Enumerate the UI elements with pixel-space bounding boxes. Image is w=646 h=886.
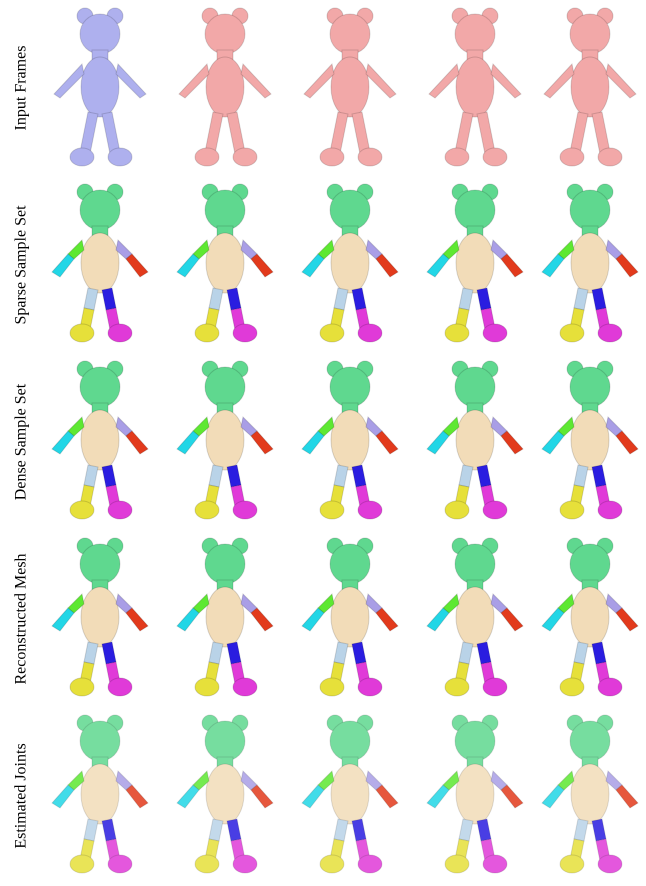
render (179, 8, 271, 166)
row-label: Input Frames (13, 46, 30, 131)
render (54, 8, 146, 166)
render (542, 361, 638, 519)
render (177, 538, 273, 696)
render (304, 8, 396, 166)
render (52, 361, 148, 519)
render (302, 715, 398, 873)
render (542, 538, 638, 696)
render (302, 361, 398, 519)
render (52, 715, 148, 873)
render (177, 184, 273, 342)
render (177, 715, 273, 873)
figure: Input Frames Sparse Sample Set Dense Sam… (0, 0, 646, 886)
row-sparse: Sparse Sample Set (13, 184, 638, 342)
render (52, 538, 148, 696)
row-dense: Dense Sample Set (13, 361, 638, 519)
render (177, 361, 273, 519)
render (542, 715, 638, 873)
row-label: Dense Sample Set (13, 383, 30, 500)
render (427, 184, 523, 342)
page: Input Frames Sparse Sample Set Dense Sam… (0, 0, 646, 886)
render (429, 8, 521, 166)
row-label: Sparse Sample Set (13, 205, 30, 325)
render (542, 184, 638, 342)
render (427, 538, 523, 696)
row-joints: Estimated Joints (13, 715, 638, 873)
row-label: Reconstructed Mesh (13, 553, 30, 684)
row-label: Estimated Joints (13, 743, 30, 848)
render (427, 715, 523, 873)
render (302, 184, 398, 342)
render (544, 8, 636, 166)
render (427, 361, 523, 519)
render (52, 184, 148, 342)
row-input: Input Frames (13, 8, 636, 166)
row-mesh: Reconstructed Mesh (13, 538, 638, 696)
render (302, 538, 398, 696)
